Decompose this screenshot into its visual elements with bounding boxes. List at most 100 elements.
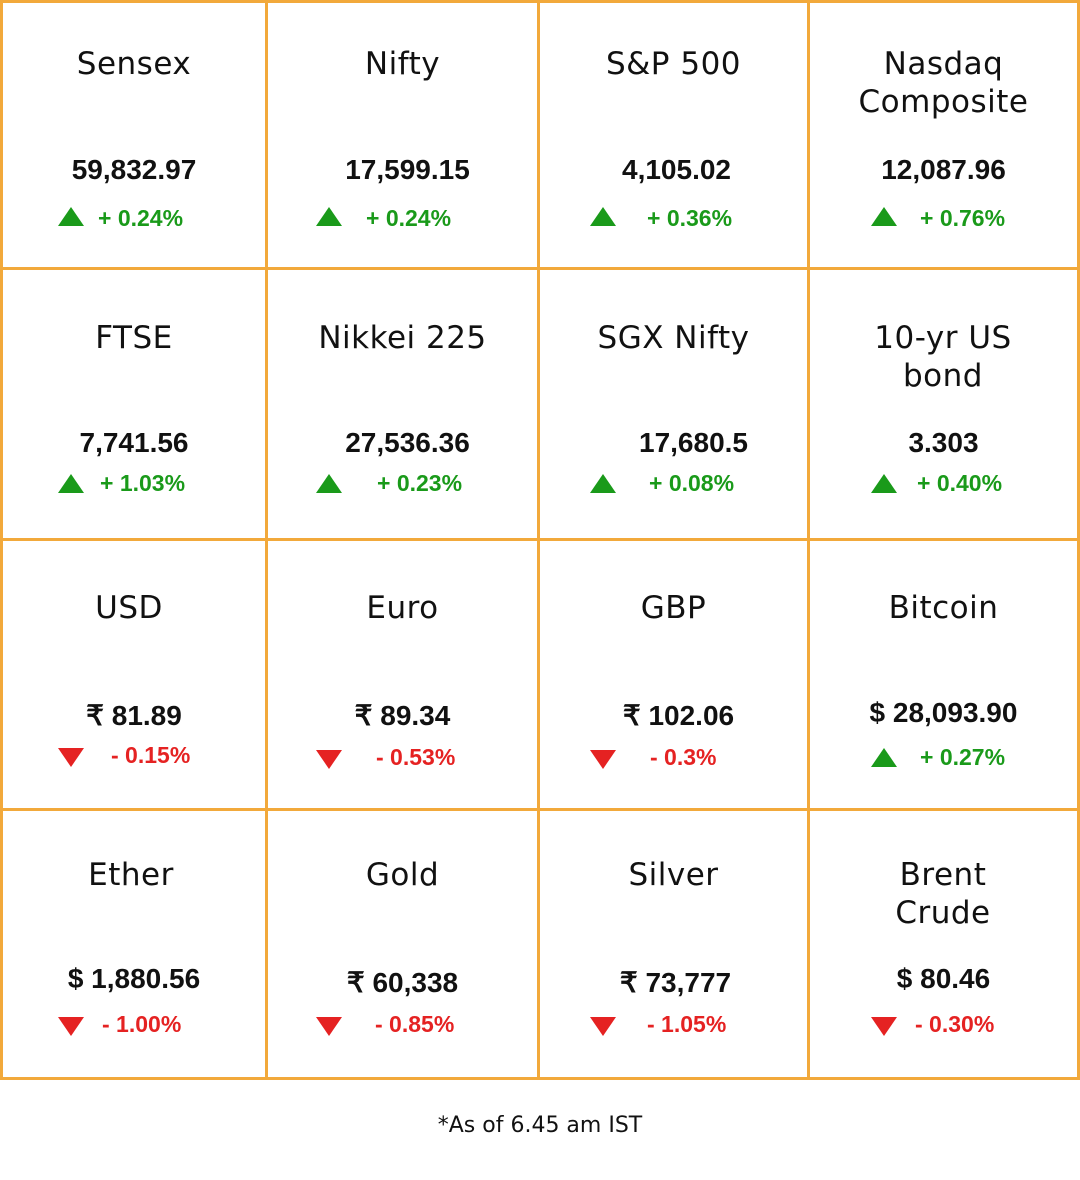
market-cell-bitcoin: Bitcoin $ 28,093.90 + 0.27% [810, 541, 1077, 808]
cell-name: GBP [640, 590, 707, 626]
triangle-up-icon [590, 207, 616, 226]
change-row: - 0.30% [810, 1009, 1077, 1039]
change-row: + 0.24% [268, 203, 537, 233]
cell-name: Sensex [76, 46, 192, 82]
cell-name: FTSE [95, 320, 173, 356]
change-row: + 0.23% [268, 468, 537, 498]
cell-name: Nikkei 225 [318, 320, 487, 356]
cell-name: SGX Nifty [597, 320, 750, 356]
change-row: - 0.3% [540, 742, 807, 772]
cell-value: $ 80.46 [896, 963, 991, 994]
grid-line [0, 267, 1080, 270]
cell-change: + 0.24% [98, 205, 184, 231]
cell-change: + 0.24% [366, 205, 452, 231]
market-cell-us-bond: 10-yr US bond 3.303 + 0.40% [810, 270, 1077, 538]
triangle-down-icon [316, 750, 342, 769]
market-cell-sensex: Sensex 59,832.97 + 0.24% [3, 3, 265, 267]
change-row: + 0.27% [810, 742, 1077, 772]
market-cell-nikkei: Nikkei 225 27,536.36 + 0.23% [268, 270, 537, 538]
market-cell-brent-crude: Brent Crude $ 80.46 - 0.30% [810, 811, 1077, 1077]
market-cell-euro: Euro ₹ 89.34 - 0.53% [268, 541, 537, 808]
market-cell-silver: Silver ₹ 73,777 - 1.05% [540, 811, 807, 1077]
grid-line [0, 1077, 1080, 1080]
cell-name: Nifty [364, 46, 441, 82]
change-row: + 0.08% [540, 468, 807, 498]
triangle-down-icon [58, 748, 84, 767]
cell-change: + 0.36% [647, 205, 733, 231]
triangle-up-icon [316, 207, 342, 226]
timestamp-footnote: *As of 6.45 am IST [437, 1113, 643, 1138]
cell-name: Nasdaq Composite [858, 46, 1029, 120]
cell-value: $ 28,093.90 [869, 697, 1018, 728]
cell-name: Euro [366, 590, 439, 626]
change-row: + 0.36% [540, 203, 807, 233]
cell-value: 4,105.02 [622, 154, 731, 185]
change-row: - 0.15% [3, 740, 265, 770]
cell-name: S&P 500 [605, 46, 742, 82]
triangle-up-icon [58, 474, 84, 493]
cell-value: ₹ 89.34 [354, 700, 451, 731]
cell-change: + 0.08% [649, 470, 735, 496]
market-cell-sp500: S&P 500 4,105.02 + 0.36% [540, 3, 807, 267]
market-cell-ftse: FTSE 7,741.56 + 1.03% [3, 270, 265, 538]
market-cell-gold: Gold ₹ 60,338 - 0.85% [268, 811, 537, 1077]
change-row: - 1.05% [540, 1009, 807, 1039]
cell-change: - 0.3% [650, 744, 717, 770]
change-row: - 1.00% [3, 1009, 265, 1039]
cell-value: 7,741.56 [79, 427, 189, 458]
change-row: + 0.76% [810, 203, 1077, 233]
cell-change: - 1.05% [647, 1011, 727, 1037]
cell-value: ₹ 73,777 [619, 967, 732, 998]
cell-name: 10-yr US bond [874, 320, 1012, 394]
cell-value: ₹ 60,338 [346, 967, 459, 998]
cell-change: - 0.30% [915, 1011, 995, 1037]
cell-change: + 1.03% [100, 470, 186, 496]
cell-name: Silver [628, 857, 719, 893]
triangle-down-icon [590, 750, 616, 769]
cell-value: 27,536.36 [345, 427, 470, 458]
change-row: + 0.24% [3, 203, 265, 233]
cell-name: Ether [88, 857, 174, 893]
market-cell-usd: USD ₹ 81.89 - 0.15% [3, 541, 265, 808]
triangle-up-icon [58, 207, 84, 226]
cell-value: 17,680.5 [639, 427, 748, 458]
cell-name: USD [95, 590, 163, 626]
cell-change: + 0.23% [377, 470, 463, 496]
triangle-up-icon [871, 207, 897, 226]
cell-name: Bitcoin [888, 590, 999, 626]
cell-name: Brent Crude [895, 857, 991, 931]
cell-change: - 0.85% [375, 1011, 455, 1037]
change-row: + 0.40% [810, 468, 1077, 498]
market-cell-nasdaq: Nasdaq Composite 12,087.96 + 0.76% [810, 3, 1077, 267]
cell-value: 12,087.96 [881, 154, 1006, 185]
market-grid: Sensex 59,832.97 + 0.24% Nifty 17,599.15… [0, 0, 1080, 1080]
cell-change: - 1.00% [102, 1011, 182, 1037]
cell-value: 17,599.15 [345, 154, 470, 185]
market-cell-gbp: GBP ₹ 102.06 - 0.3% [540, 541, 807, 808]
cell-change: + 0.40% [917, 470, 1003, 496]
triangle-down-icon [590, 1017, 616, 1036]
market-cell-ether: Ether $ 1,880.56 - 1.00% [3, 811, 265, 1077]
triangle-up-icon [316, 474, 342, 493]
cell-value: ₹ 81.89 [86, 700, 182, 731]
grid-line [0, 538, 1080, 541]
market-cell-sgx-nifty: SGX Nifty 17,680.5 + 0.08% [540, 270, 807, 538]
cell-change: - 0.15% [111, 742, 191, 768]
triangle-up-icon [590, 474, 616, 493]
cell-name: Gold [365, 857, 440, 893]
triangle-down-icon [871, 1017, 897, 1036]
cell-change: + 0.76% [920, 205, 1006, 231]
market-cell-nifty: Nifty 17,599.15 + 0.24% [268, 3, 537, 267]
cell-value: $ 1,880.56 [67, 963, 201, 994]
cell-value: ₹ 102.06 [622, 700, 735, 731]
cell-change: + 0.27% [920, 744, 1006, 770]
triangle-down-icon [316, 1017, 342, 1036]
change-row: - 0.53% [268, 742, 537, 772]
triangle-up-icon [871, 474, 897, 493]
grid-line [0, 808, 1080, 811]
cell-value: 3.303 [908, 427, 979, 458]
triangle-up-icon [871, 748, 897, 767]
change-row: - 0.85% [268, 1009, 537, 1039]
triangle-down-icon [58, 1017, 84, 1036]
cell-change: - 0.53% [376, 744, 456, 770]
